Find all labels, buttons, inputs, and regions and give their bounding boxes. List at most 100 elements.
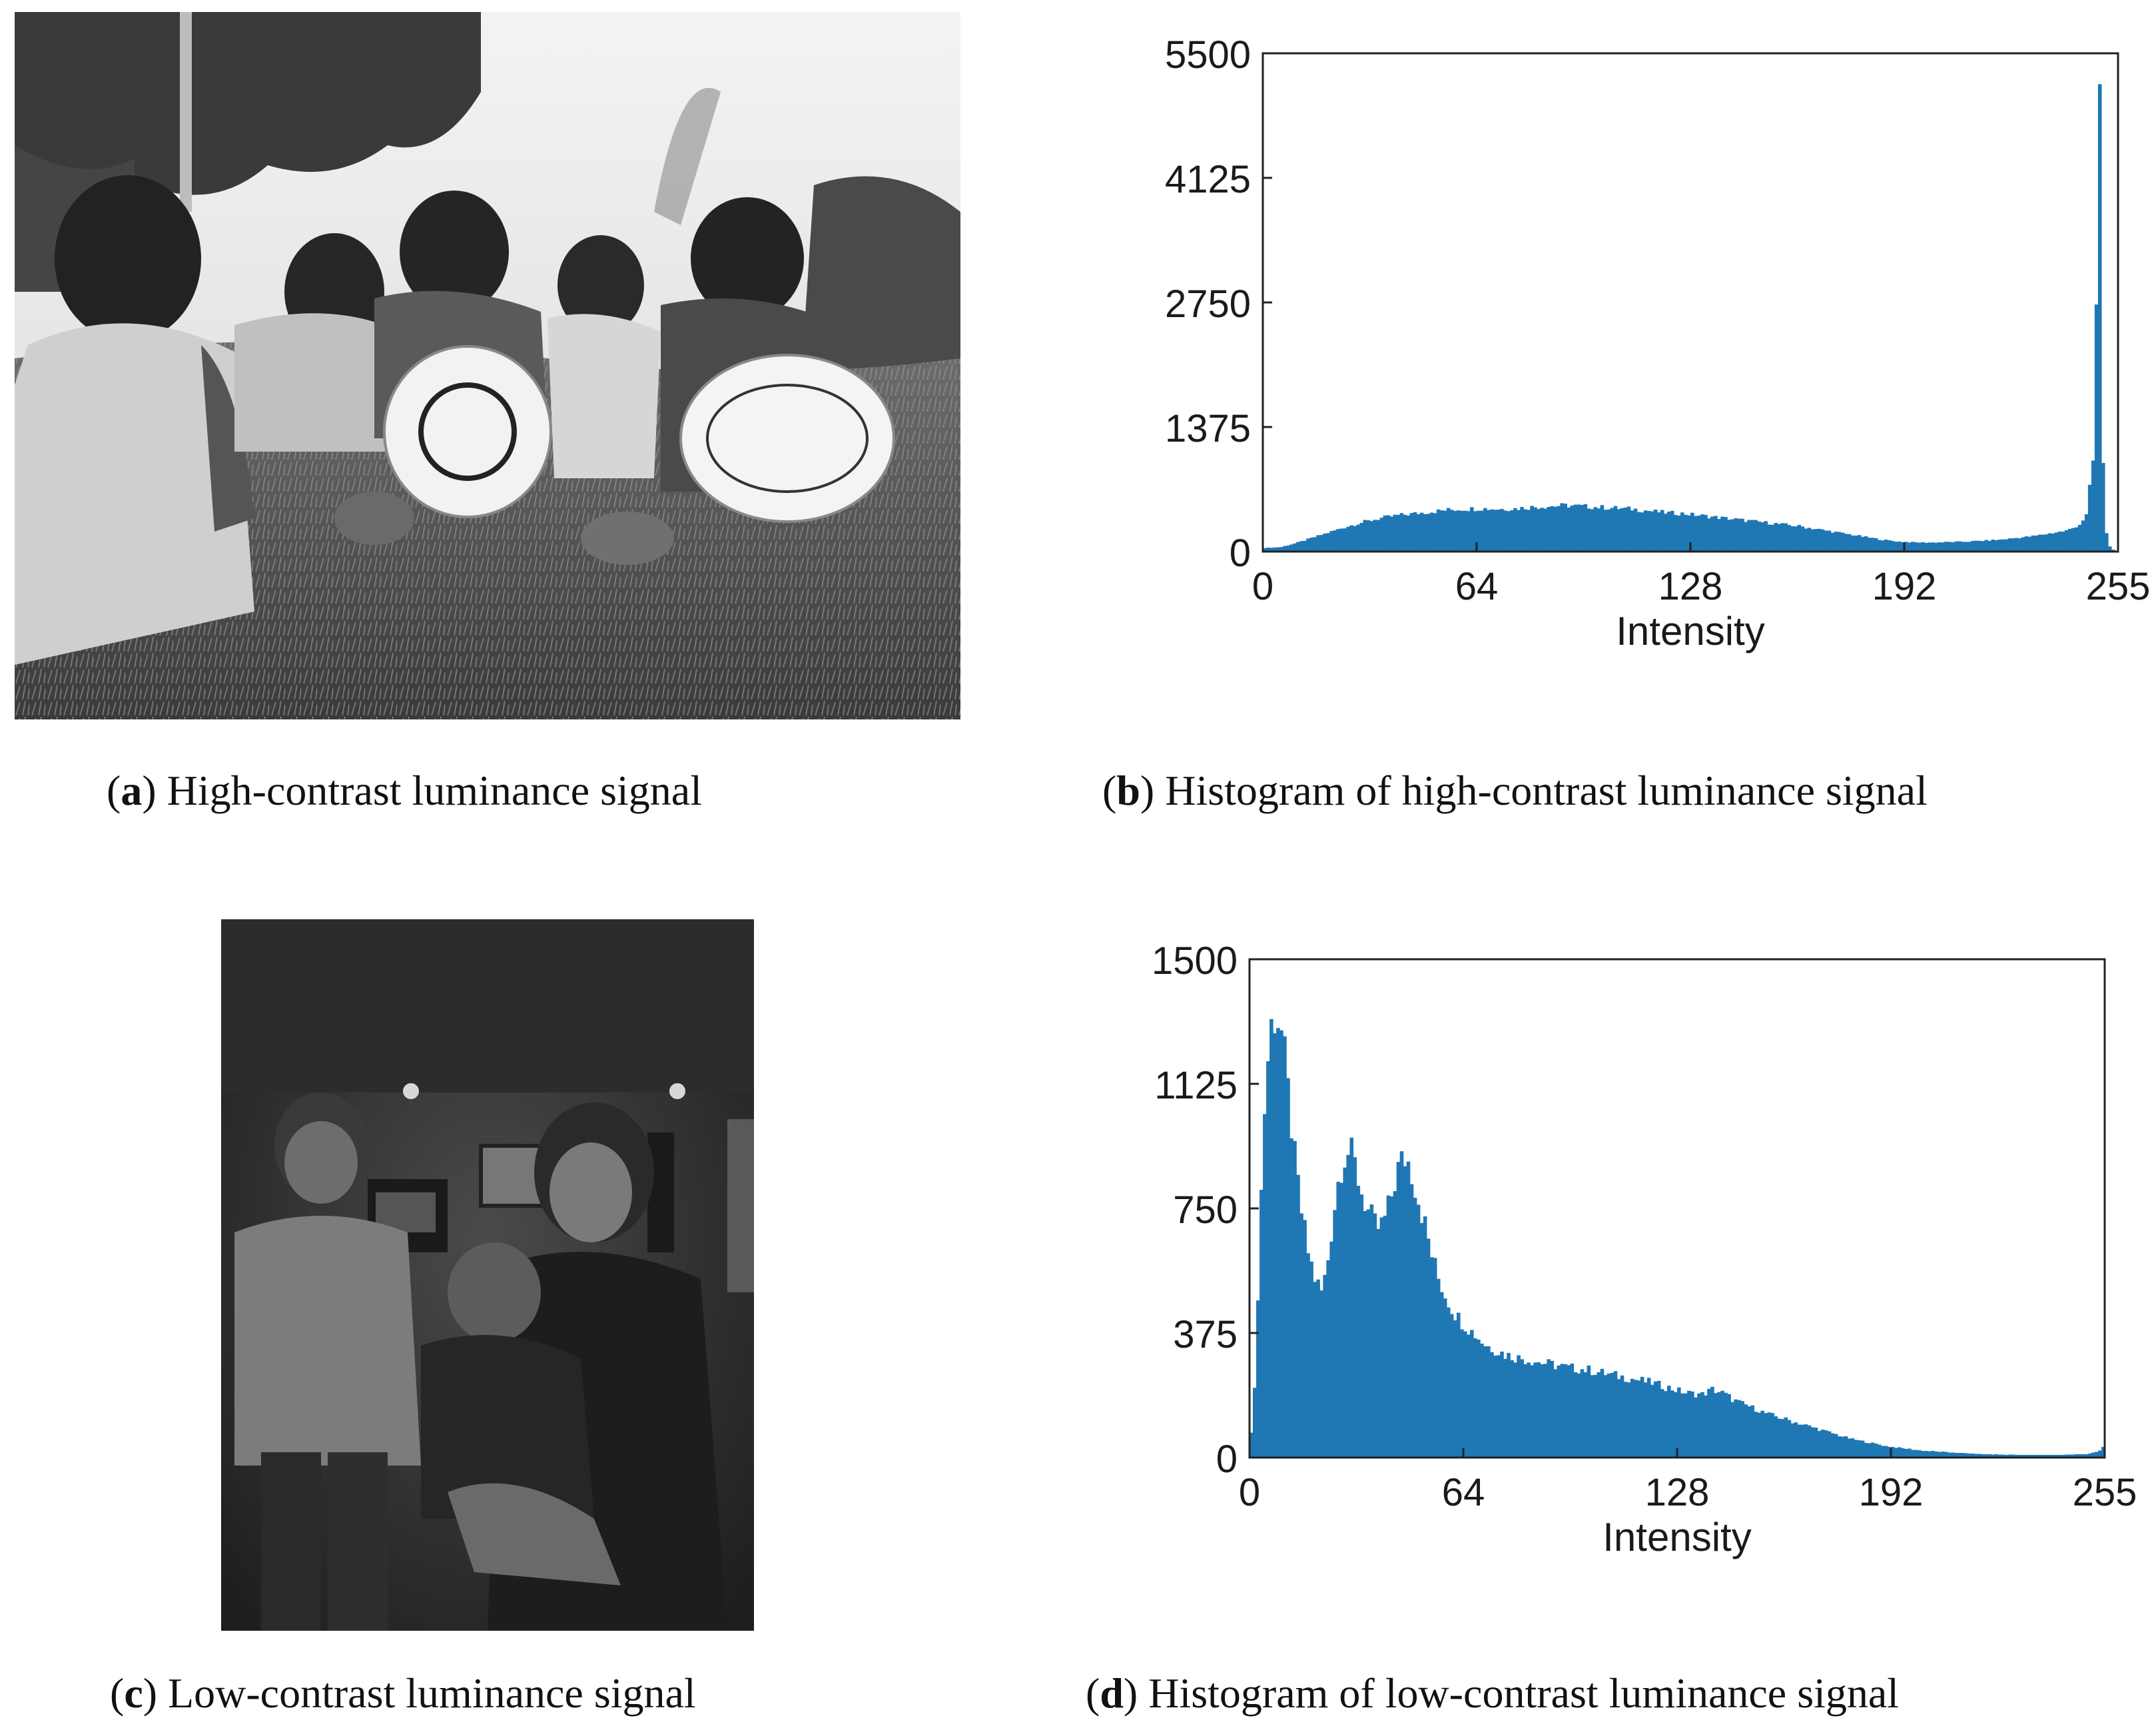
histogram-bar: [1500, 1351, 1504, 1458]
histogram-bar: [1303, 540, 1307, 552]
histogram-bar: [1750, 520, 1754, 552]
histogram-bar: [1293, 1140, 1297, 1458]
histogram-bar: [1603, 1375, 1608, 1458]
histogram-bar: [1467, 1334, 1471, 1458]
histogram-bar: [1770, 1413, 1775, 1458]
histogram-bar: [1540, 508, 1544, 552]
histogram-low-contrast-plot: 0 375 750 1125 1500 0 64 128 192 255 Intensity: [1152, 939, 2137, 1559]
histogram-bar: [2047, 1455, 2052, 1458]
histogram-bar: [1323, 533, 1327, 552]
histogram-bar: [1583, 1372, 1588, 1458]
histogram-bar: [1827, 1431, 1832, 1458]
histogram-bar: [1477, 1339, 1481, 1458]
histogram-bar: [1767, 524, 1771, 552]
histogram-bar: [1253, 1388, 1257, 1458]
histogram-bar: [1547, 1359, 1551, 1458]
histogram-bar: [1459, 1329, 1464, 1458]
histogram-bar: [1994, 1454, 1999, 1458]
x-tick-label: 0: [1252, 565, 1273, 608]
histogram-bar: [1500, 508, 1504, 552]
histogram-bar: [1386, 515, 1391, 552]
histogram-bar: [2054, 1455, 2059, 1458]
caption-a-letter: a: [121, 767, 143, 814]
histogram-bar: [1453, 1320, 1457, 1458]
histogram-bar: [1991, 1454, 1995, 1458]
histogram-bar: [1276, 547, 1280, 552]
histogram-bar: [1974, 540, 1978, 552]
histogram-bar: [1877, 540, 1882, 552]
histogram-bar: [1413, 512, 1417, 552]
histogram-bar: [1650, 1384, 1654, 1458]
histogram-bar: [1646, 1378, 1651, 1458]
histogram-bar: [1567, 1365, 1571, 1458]
histogram-bar: [1436, 509, 1441, 552]
histogram-bar: [1373, 1213, 1377, 1458]
histogram-bar: [2014, 1455, 2019, 1458]
histogram-bar: [1670, 1390, 1674, 1458]
histogram-bar: [1824, 530, 1828, 552]
histogram-bar: [1764, 521, 1768, 552]
histogram-bar: [1864, 536, 1868, 552]
histogram-bar: [1844, 1436, 1848, 1458]
histogram-bar: [1533, 1362, 1537, 1458]
histogram-bar: [1626, 1382, 1631, 1458]
histogram-bars: [1250, 1019, 2105, 1458]
histogram-bar: [1623, 1382, 1628, 1458]
histogram-bar: [1590, 1375, 1595, 1458]
histogram-bar: [1449, 510, 1454, 552]
histogram-high-contrast-plot: 0 1375 2750 4125 5500 0 64 128 192 255 Intensity: [1165, 33, 2150, 653]
histogram-bar: [1677, 1387, 1681, 1458]
histogram-bar: [1904, 542, 1908, 552]
histogram-bar: [1710, 1386, 1714, 1458]
histogram-bar: [1954, 541, 1958, 552]
histogram-bar: [1580, 504, 1585, 552]
histogram-bar: [1580, 1369, 1585, 1458]
histogram-bar: [1690, 512, 1694, 552]
histogram-bar: [1837, 1436, 1842, 1458]
histogram-bar: [1560, 1364, 1565, 1458]
histogram-bar: [1928, 542, 1932, 552]
histogram-bar: [2017, 538, 2022, 552]
histogram-bar: [1760, 522, 1764, 552]
histogram-bar: [1507, 511, 1511, 552]
histogram-bar: [1740, 1401, 1744, 1458]
histogram-bar: [1626, 506, 1631, 552]
histogram-bar: [1366, 520, 1371, 552]
histogram-bar: [1523, 1364, 1527, 1458]
histogram-bar: [1951, 1452, 1955, 1458]
caption-d-letter: d: [1100, 1669, 1124, 1717]
x-axis-label: Intensity: [1603, 1515, 1751, 1559]
histogram-bar: [1473, 1338, 1477, 1458]
histogram-bar: [1339, 528, 1343, 552]
histogram-bar: [1747, 1406, 1751, 1458]
histogram-bar: [1646, 511, 1651, 552]
histogram-bar: [1389, 1196, 1394, 1458]
histogram-bar: [1497, 510, 1501, 552]
histogram-bar: [1600, 505, 1605, 552]
histogram-bar: [1921, 542, 1925, 552]
histogram-bar: [2007, 1454, 2012, 1458]
histogram-bar: [2064, 1454, 2069, 1458]
histogram-bar: [1887, 540, 1892, 552]
histogram-bar: [2084, 1454, 2089, 1458]
histogram-bar: [1459, 510, 1464, 552]
histogram-bar: [1346, 526, 1351, 552]
histogram-bar: [1663, 1391, 1668, 1458]
histogram-bar: [1399, 1151, 1404, 1458]
histogram-bar: [1918, 542, 1922, 552]
histogram-bar: [1403, 1166, 1407, 1458]
histogram-bar: [1503, 1358, 1507, 1458]
histogram-bar: [1493, 1355, 1497, 1458]
histogram-bar: [2057, 1455, 2062, 1458]
histogram-bar: [1724, 1392, 1728, 1458]
histogram-bar: [1563, 1364, 1568, 1458]
histogram-bar: [1423, 1216, 1427, 1458]
histogram-bar: [1289, 544, 1293, 552]
histogram-bar: [1373, 520, 1377, 552]
x-tick-label: 192: [1859, 1471, 1924, 1514]
histogram-bar: [1456, 1312, 1461, 1458]
histogram-bar: [1944, 1452, 1948, 1458]
histogram-bar: [1316, 535, 1320, 552]
histogram-bar: [1316, 1279, 1320, 1458]
histogram-bar: [1690, 1391, 1694, 1458]
